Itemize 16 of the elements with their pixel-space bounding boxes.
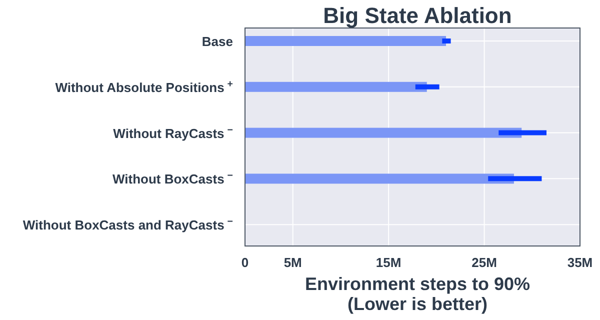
- y-tick-label: Without BoxCasts and RayCasts$^{−}$: [22, 216, 234, 233]
- x-tick-label: 25M: [472, 255, 497, 270]
- y-tick-label: Base: [202, 34, 233, 49]
- x-tick-label: 35M: [567, 255, 593, 270]
- x-tick-label: 0: [241, 255, 249, 270]
- y-tick-label: Without BoxCasts$^{−}$: [112, 170, 234, 187]
- bar: [245, 128, 522, 138]
- y-tick-label: Without Absolute Positions$^{+}$: [55, 78, 234, 95]
- x-axis-title: Environment steps to 90% (Lower is better): [304, 274, 530, 314]
- x-tick-label: 5M: [284, 255, 302, 270]
- bar: [245, 174, 514, 184]
- bar: [245, 36, 446, 46]
- bar: [245, 82, 427, 92]
- y-tick-label: Without RayCasts$^{−}$: [113, 124, 234, 141]
- chart-title: Big State Ablation: [323, 3, 512, 28]
- x-tick-label: 15M: [376, 255, 402, 270]
